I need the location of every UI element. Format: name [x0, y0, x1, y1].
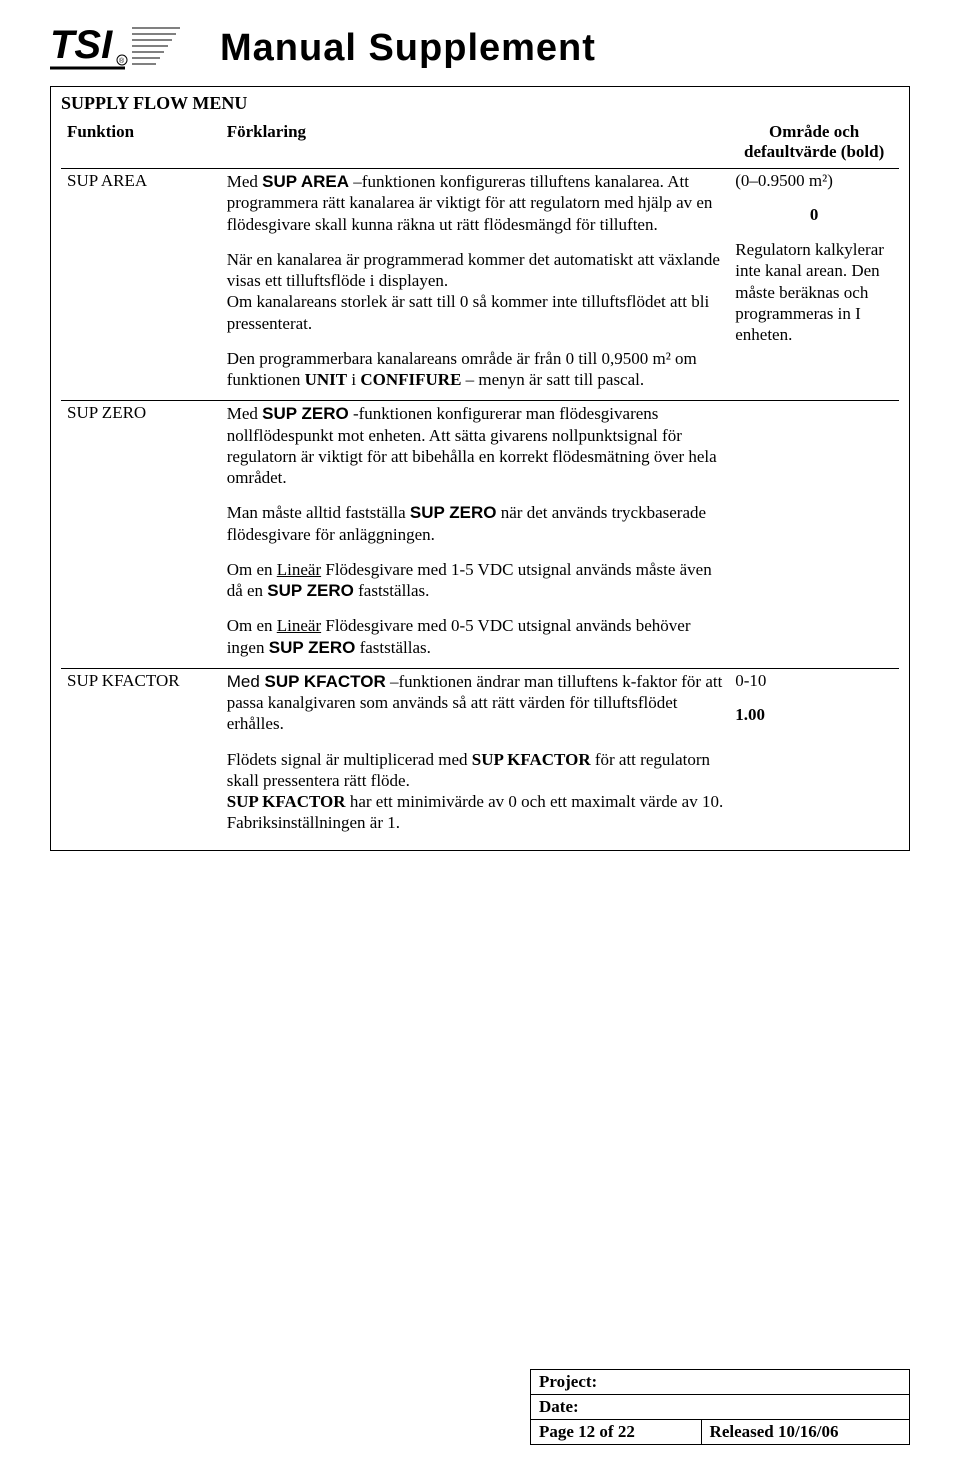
sup-kfactor-expl: Med SUP KFACTOR –funktionen ändrar man t… [221, 668, 730, 839]
row-sup-zero: SUP ZERO Med SUP ZERO -funktionen konfig… [61, 401, 899, 664]
text: Med [227, 672, 265, 691]
footer-page: Page 12 of 22 [531, 1420, 702, 1445]
sup-zero-expl: Med SUP ZERO -funktionen konfigurerar ma… [221, 401, 730, 664]
footer-table: Project: Date: Page 12 of 22 Released 10… [530, 1369, 910, 1445]
text-bold: SUP ZERO [410, 503, 497, 522]
text-bold: SUP AREA [262, 172, 349, 191]
col-expl-header: Förklaring [221, 120, 730, 164]
text-underline: Lineär [277, 560, 321, 579]
doc-title: Manual Supplement [220, 27, 596, 70]
text: Med [227, 172, 262, 191]
footer-date: Date: [531, 1395, 910, 1420]
content-box: SUPPLY FLOW MENU Funktion Förklaring Omr… [50, 86, 910, 851]
text-bold: CONFIFURE [360, 370, 461, 389]
text: Man måste alltid fastställa [227, 503, 410, 522]
sup-area-expl: Med SUP AREA –funktionen konfigureras ti… [221, 169, 730, 397]
text: Om en [227, 560, 277, 579]
main-table: Funktion Förklaring Område och defaultvä… [61, 120, 899, 840]
row-sup-kfactor: SUP KFACTOR Med SUP KFACTOR –funktionen … [61, 668, 899, 839]
col-func-header: Funktion [61, 120, 221, 164]
text: När en kanalarea är programmerad kommer … [227, 250, 720, 290]
range-note: Regulatorn kalkylerar inte kanal arean. … [735, 239, 893, 345]
footer-project: Project: [531, 1370, 910, 1395]
col-range-header: Område och defaultvärde (bold) [729, 120, 899, 164]
footer-released: Released 10/16/06 [701, 1420, 909, 1445]
svg-text:®: ® [119, 57, 125, 65]
table-header-row: Funktion Förklaring Område och defaultvä… [61, 120, 899, 164]
text: – menyn är satt till pascal. [461, 370, 644, 389]
text-bold: SUP ZERO [269, 638, 356, 657]
range-header-l2: defaultvärde (bold) [744, 142, 884, 161]
sup-area-func: SUP AREA [61, 169, 221, 397]
range-line: 0-10 [735, 671, 893, 691]
sup-area-range: (0–0.9500 m²) 0 Regulatorn kalkylerar in… [729, 169, 899, 397]
text-underline: Lineär [277, 616, 321, 635]
text: Om kanalareans storlek är satt till 0 så… [227, 292, 710, 332]
text-bold: SUP KFACTOR [227, 792, 346, 811]
header: TSI ® Manual Supplement [50, 20, 910, 76]
range-header-l1: Område och [769, 122, 859, 141]
sup-kfactor-range: 0-10 1.00 [729, 668, 899, 839]
range-default: 1.00 [735, 705, 893, 725]
sup-zero-range [729, 401, 899, 664]
text: Om en [227, 616, 277, 635]
range-default: 0 [735, 205, 893, 225]
text: Med [227, 404, 262, 423]
sup-zero-func: SUP ZERO [61, 401, 221, 664]
menu-title: SUPPLY FLOW MENU [61, 93, 899, 114]
text-bold: SUP ZERO [267, 581, 354, 600]
text-bold: SUP ZERO [262, 404, 349, 423]
range-line: (0–0.9500 m²) [735, 171, 893, 191]
page: TSI ® Manual Supplement SUPPLY FLOW MENU [0, 0, 960, 1475]
text-bold: SUP KFACTOR [472, 750, 591, 769]
sup-kfactor-func: SUP KFACTOR [61, 668, 221, 839]
text: Flödets signal är multiplicerad med [227, 750, 472, 769]
text-bold: UNIT [305, 370, 348, 389]
footer: Project: Date: Page 12 of 22 Released 10… [530, 1369, 910, 1445]
row-sup-area: SUP AREA Med SUP AREA –funktionen konfig… [61, 169, 899, 397]
text: fastställas. [354, 581, 430, 600]
text-bold: SUP KFACTOR [265, 672, 386, 691]
text: fastställas. [355, 638, 431, 657]
tsi-logo: TSI ® [50, 20, 190, 76]
text: i [347, 370, 360, 389]
svg-text:TSI: TSI [50, 23, 113, 67]
